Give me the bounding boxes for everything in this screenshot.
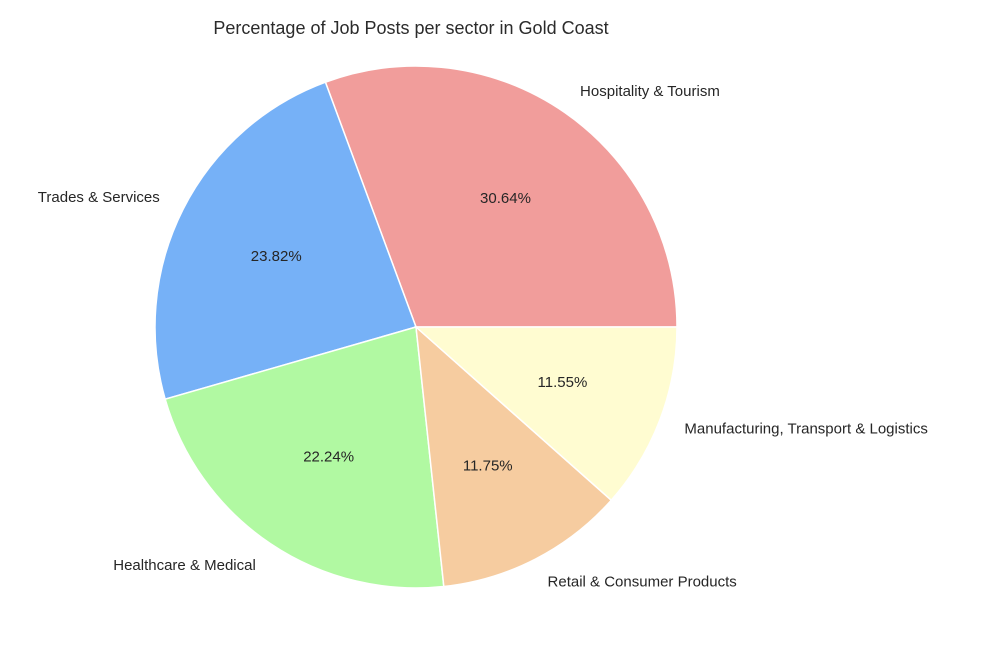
pie-slice-healthcare-medical: [164, 326, 445, 589]
chart-title: Percentage of Job Posts per sector in Go…: [213, 18, 609, 38]
pie-category-label: Healthcare & Medical: [113, 557, 256, 574]
pie-category-labels: Hospitality & Tourism Trades & Services He…: [38, 83, 928, 591]
pie-category-label: Hospitality & Tourism: [580, 83, 720, 100]
pie-percentage-label: 23.82%: [251, 248, 302, 265]
pie-percentage-label: 30.64%: [480, 190, 531, 207]
pie-percentage-labels: 30.64% 23.82% 22.24% 11.75% 11.55%: [251, 190, 587, 475]
pie-slice-retail-consumer-products: [415, 325, 613, 588]
pie-percentage-label: 11.55%: [538, 374, 588, 391]
pie-category-label: Manufacturing, Transport & Logistics: [684, 420, 927, 437]
pie-percentage-label: 22.24%: [303, 448, 354, 465]
pie-slice-trades-services: [154, 81, 417, 401]
pie-category-label: Trades & Services: [38, 189, 160, 206]
pie-category-label: Retail & Consumer Products: [548, 574, 737, 591]
pie-slice-hospitality-tourism: [324, 65, 678, 328]
pie-slice-manufacturing-transport-logistics: [414, 326, 678, 502]
pie-percentage-label: 11.75%: [463, 458, 513, 475]
pie-slices: [154, 65, 678, 589]
